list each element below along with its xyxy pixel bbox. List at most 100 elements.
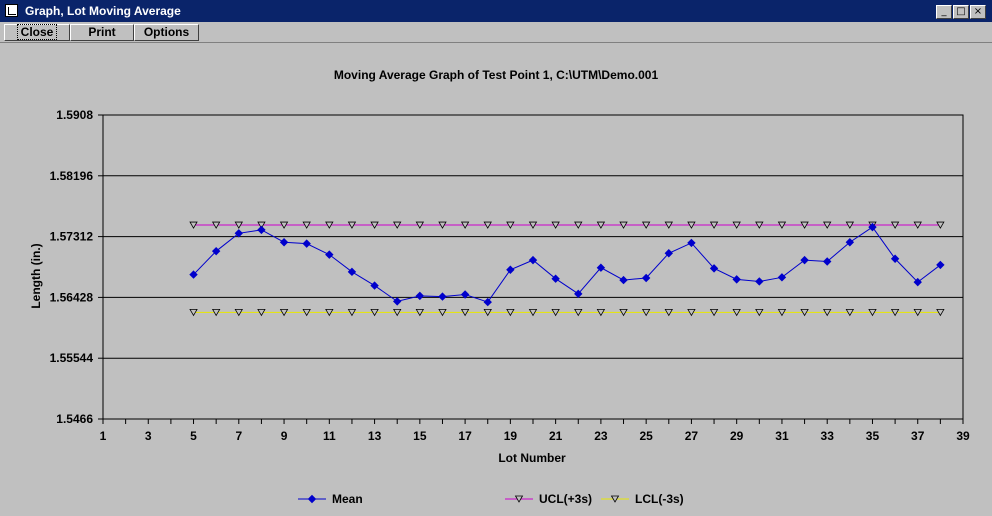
- legend-label-lcl-3s: LCL(-3s): [635, 492, 684, 506]
- data-point-ucl-3s: [596, 221, 606, 229]
- data-point-ucl-3s: [325, 221, 334, 229]
- plot-area: 1.5466 1.55544 1.56428 1.57312 1.58196 1.5908…: [50, 108, 970, 443]
- data-point-ucl-3s: [211, 221, 221, 229]
- data-point-mean: [460, 290, 470, 299]
- data-point-mean: [347, 267, 357, 277]
- data-point-lcl-3s: [619, 308, 628, 317]
- data-point-ucl-3s: [619, 221, 628, 229]
- data-point-ucl-3s: [528, 221, 538, 229]
- x-tick-label: 25: [639, 429, 653, 443]
- data-point-lcl-3s: [211, 308, 221, 317]
- x-tick-label: 31: [775, 429, 789, 443]
- data-point-mean: [777, 273, 787, 282]
- data-point-ucl-3s: [393, 221, 402, 229]
- data-point-ucl-3s: [506, 221, 515, 229]
- data-point-lcl-3s: [755, 308, 764, 317]
- data-point-ucl-3s: [415, 221, 425, 229]
- data-point-ucl-3s: [257, 221, 266, 229]
- data-point-mean: [664, 249, 673, 258]
- data-point-lcl-3s: [936, 308, 945, 317]
- data-point-lcl-3s: [347, 308, 357, 317]
- data-point-lcl-3s: [528, 308, 538, 317]
- data-point-ucl-3s: [574, 221, 583, 229]
- data-point-ucl-3s: [347, 221, 357, 229]
- x-tick-label: 29: [730, 429, 744, 443]
- data-point-ucl-3s: [641, 221, 651, 229]
- series-line-mean: [193, 226, 941, 303]
- data-point-ucl-3s: [913, 221, 922, 229]
- x-tick-label: 3: [145, 429, 152, 443]
- data-point-ucl-3s: [664, 221, 673, 229]
- data-point-mean: [302, 239, 311, 248]
- close-window-button[interactable]: ×: [970, 5, 986, 19]
- x-tick-label: 33: [821, 429, 835, 443]
- data-point-lcl-3s: [709, 308, 719, 317]
- y-tick-label: 1.58196: [50, 169, 94, 183]
- data-point-ucl-3s: [279, 221, 289, 229]
- data-point-lcl-3s: [823, 308, 832, 317]
- data-point-ucl-3s: [936, 221, 945, 229]
- data-point-lcl-3s: [687, 308, 696, 317]
- legend: Mean UCL(+3s) LCL(-3s): [298, 492, 684, 506]
- moving-average-chart: Moving Average Graph of Test Point 1, C:…: [29, 68, 970, 506]
- maximize-button[interactable]: □: [953, 5, 969, 19]
- data-point-lcl-3s: [732, 308, 741, 317]
- legend-marker-mean: [307, 494, 317, 504]
- data-point-ucl-3s: [483, 221, 492, 229]
- minimize-button[interactable]: _: [936, 5, 952, 19]
- chart-title: Moving Average Graph of Test Point 1, C:…: [334, 68, 659, 82]
- data-point-ucl-3s: [777, 221, 787, 229]
- data-point-lcl-3s: [664, 308, 673, 317]
- data-point-ucl-3s: [551, 221, 560, 229]
- data-point-mean: [709, 264, 719, 273]
- data-point-lcl-3s: [890, 308, 900, 317]
- legend-marker-lcl-3s: [610, 495, 620, 503]
- x-tick-label: 7: [235, 429, 242, 443]
- data-point-ucl-3s: [370, 221, 379, 229]
- menu-bar: Close Print Options: [0, 22, 992, 43]
- data-point-lcl-3s: [370, 308, 379, 317]
- data-point-mean: [574, 289, 583, 299]
- data-point-mean: [325, 250, 334, 259]
- data-point-ucl-3s: [755, 221, 764, 229]
- data-point-ucl-3s: [800, 221, 809, 229]
- data-point-mean: [370, 281, 379, 290]
- data-point-mean: [732, 275, 741, 284]
- options-button[interactable]: Options: [134, 24, 199, 41]
- close-button-label: Close: [16, 24, 58, 40]
- data-point-mean: [415, 291, 425, 301]
- data-point-lcl-3s: [800, 308, 809, 317]
- data-point-lcl-3s: [393, 308, 402, 317]
- window-title: Graph, Lot Moving Average: [25, 4, 181, 18]
- data-point-lcl-3s: [913, 308, 922, 317]
- data-point-lcl-3s: [189, 308, 198, 317]
- data-point-mean: [257, 225, 266, 235]
- data-point-lcl-3s: [415, 308, 425, 317]
- data-point-ucl-3s: [438, 221, 447, 229]
- x-tick-label: 1: [100, 429, 107, 443]
- y-tick-label: 1.56428: [50, 290, 94, 304]
- x-tick-label: 15: [413, 429, 427, 443]
- x-tick-label: 35: [866, 429, 880, 443]
- close-button[interactable]: Close: [4, 24, 70, 41]
- data-point-mean: [800, 255, 809, 265]
- title-bar: Graph, Lot Moving Average _ □ ×: [0, 0, 992, 22]
- x-tick-label: 19: [504, 429, 518, 443]
- graph-window-icon[interactable]: [5, 4, 18, 17]
- x-tick-label: 21: [549, 429, 563, 443]
- y-tick-label: 1.55544: [50, 351, 94, 365]
- data-point-lcl-3s: [438, 308, 447, 317]
- data-point-lcl-3s: [777, 308, 787, 317]
- print-button[interactable]: Print: [70, 24, 134, 41]
- data-point-mean: [234, 229, 243, 238]
- data-point-ucl-3s: [687, 221, 696, 229]
- y-tick-label: 1.5466: [56, 412, 93, 426]
- data-point-mean: [619, 275, 628, 285]
- data-point-mean: [438, 292, 447, 301]
- data-point-mean: [483, 297, 492, 307]
- data-point-mean: [687, 238, 696, 248]
- data-point-lcl-3s: [868, 308, 877, 317]
- legend-label-ucl-3s: UCL(+3s): [539, 492, 592, 506]
- x-axis-label: Lot Number: [498, 451, 566, 465]
- data-point-lcl-3s: [302, 308, 311, 317]
